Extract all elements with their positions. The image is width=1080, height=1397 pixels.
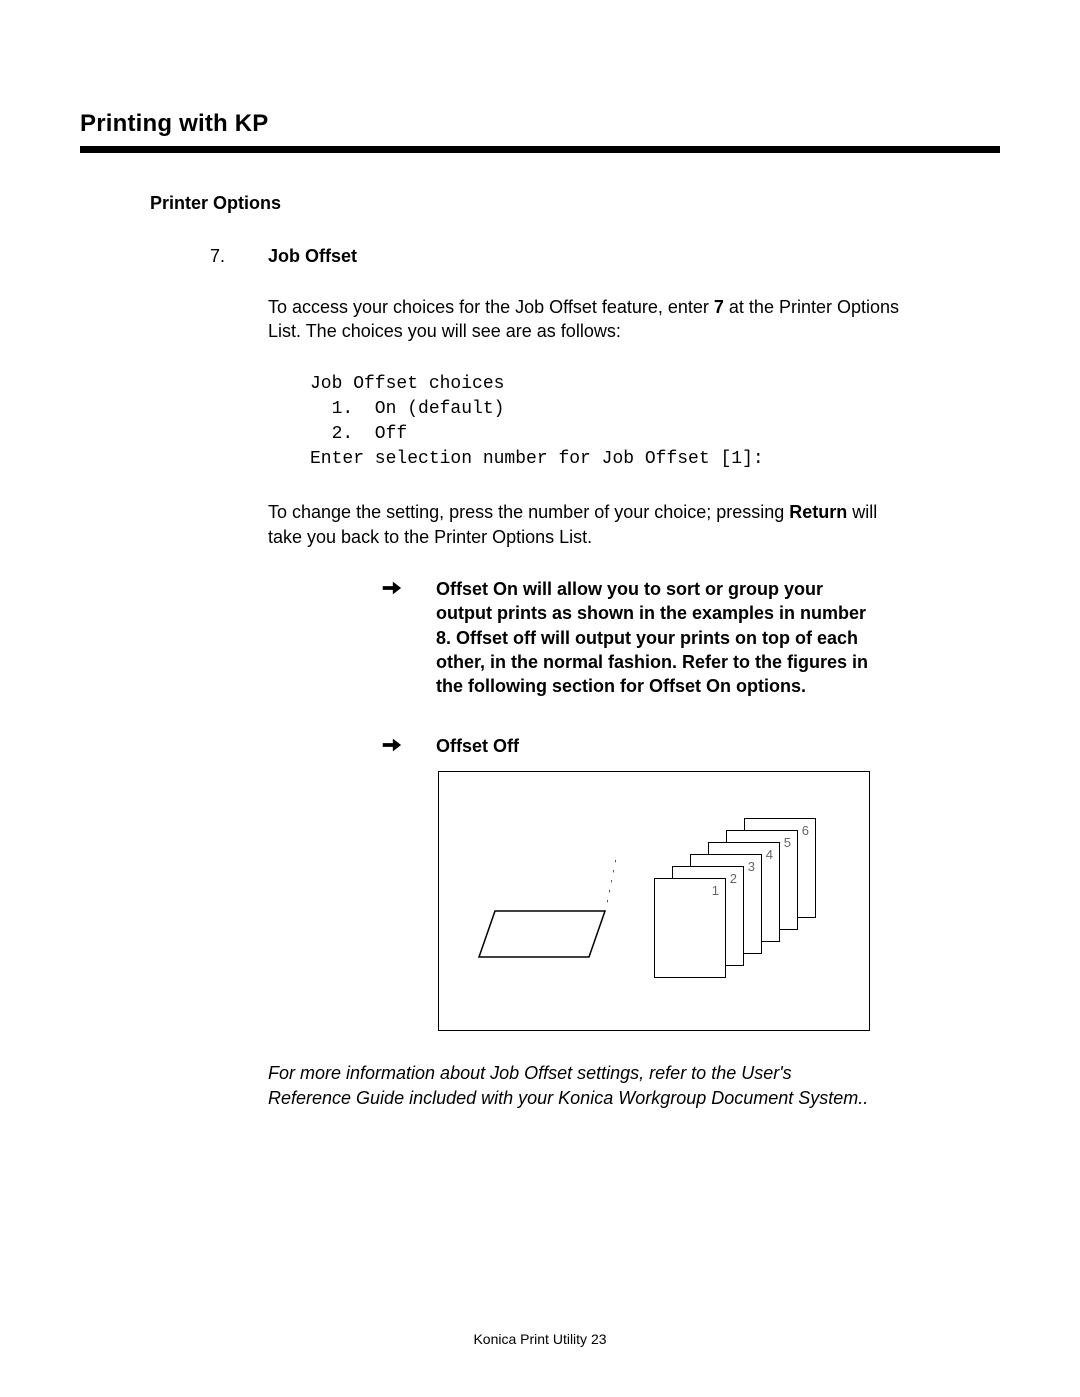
arrow-icon — [380, 734, 436, 761]
intro-paragraph: To access your choices for the Job Offse… — [268, 295, 900, 344]
code-block: Job Offset choices 1. On (default) 2. Of… — [310, 372, 900, 473]
page-number-label: 5 — [784, 835, 791, 850]
figure-offset-off: 654321 — [438, 771, 1000, 1031]
return-key: Return — [789, 502, 847, 522]
list-item-7: 7. Job Offset — [210, 246, 1000, 267]
header-rule — [80, 146, 1000, 153]
page-number-label: 3 — [748, 859, 755, 874]
section-title: Printer Options — [150, 193, 1000, 214]
stacked-sheet — [477, 892, 607, 976]
bullet-offset-on: Offset On will allow you to sort or grou… — [380, 577, 880, 698]
change-paragraph: To change the setting, press the number … — [268, 500, 900, 549]
page-header: Printing with KP — [80, 110, 1000, 138]
page-footer: Konica Print Utility 23 — [0, 1331, 1080, 1347]
numbered-page: 1 — [654, 878, 726, 978]
page-number-label: 6 — [802, 823, 809, 838]
reference-note: For more information about Job Offset se… — [268, 1061, 870, 1110]
page-number-label: 2 — [730, 871, 737, 886]
intro-pre: To access your choices for the Job Offse… — [268, 297, 714, 317]
item-label: Job Offset — [268, 246, 357, 267]
page-number-label: 1 — [712, 883, 719, 898]
figure-box: 654321 — [438, 771, 870, 1031]
paper-stack-aligned — [477, 842, 622, 962]
bullet-text-2: Offset Off — [436, 734, 519, 761]
item-number: 7. — [210, 246, 268, 267]
bullet-offset-off: Offset Off — [380, 734, 880, 761]
arrow-icon — [380, 577, 436, 698]
bullet-text-1: Offset On will allow you to sort or grou… — [436, 577, 880, 698]
page-number-label: 4 — [766, 847, 773, 862]
intro-key: 7 — [714, 297, 724, 317]
change-pre: To change the setting, press the number … — [268, 502, 789, 522]
